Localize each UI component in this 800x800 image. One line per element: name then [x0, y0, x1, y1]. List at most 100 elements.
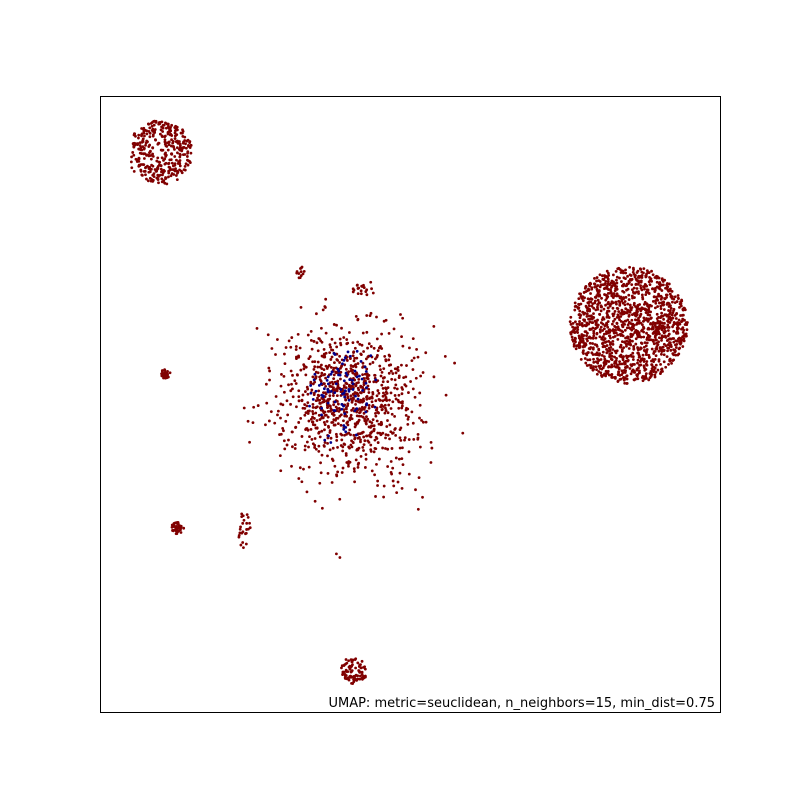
scatter-point [141, 137, 145, 141]
scatter-point [661, 283, 665, 287]
scatter-point [578, 341, 581, 344]
scatter-point [579, 302, 583, 306]
scatter-point [658, 301, 661, 305]
scatter-point [173, 169, 177, 173]
scatter-point [138, 164, 142, 168]
scatter-point [415, 348, 418, 351]
scatter-point [373, 373, 377, 377]
scatter-point [574, 337, 577, 340]
scatter-point [673, 350, 677, 354]
scatter-point [170, 152, 174, 156]
scatter-point [579, 292, 583, 296]
scatter-point [144, 173, 147, 177]
scatter-point [276, 338, 279, 341]
scatter-point [593, 282, 597, 286]
scatter-point [352, 350, 356, 354]
scatter-point [165, 376, 169, 380]
scatter-point [307, 419, 311, 423]
scatter-point [416, 507, 420, 511]
scatter-point [617, 327, 621, 331]
scatter-point [627, 293, 631, 297]
scatter-point [659, 370, 663, 374]
scatter-point [178, 155, 182, 159]
scatter-point [607, 365, 611, 368]
scatter-point [337, 410, 341, 413]
scatter-point [573, 308, 577, 312]
scatter-point [335, 358, 339, 361]
scatter-point [622, 282, 626, 286]
scatter-point [335, 416, 338, 420]
scatter-point [357, 377, 361, 381]
scatter-point [643, 285, 646, 289]
scatter-point [347, 385, 351, 388]
scatter-point [177, 526, 180, 530]
scatter-point [337, 373, 340, 377]
scatter-point [653, 306, 657, 310]
scatter-point [407, 415, 410, 419]
scatter-point [244, 531, 248, 535]
scatter-point [305, 404, 309, 408]
scatter-point [636, 358, 640, 362]
scatter-point [612, 292, 616, 295]
scatter-point [315, 426, 319, 430]
scatter-point [295, 270, 299, 273]
scatter-point [613, 309, 617, 313]
scatter-point [603, 283, 607, 286]
scatter-point [374, 357, 377, 361]
scatter-point [638, 314, 642, 317]
scatter-point [358, 342, 362, 346]
scatter-point [143, 134, 146, 138]
scatter-point [370, 430, 374, 434]
scatter-point [634, 328, 638, 332]
scatter-point [356, 397, 360, 401]
scatter-point [300, 265, 304, 269]
scatter-point [608, 334, 612, 338]
scatter-point [331, 446, 335, 450]
scatter-point [283, 362, 287, 366]
scatter-point [358, 670, 362, 674]
scatter-point [408, 346, 411, 350]
scatter-point [611, 329, 614, 332]
scatter-point [350, 445, 354, 449]
scatter-point [168, 166, 172, 169]
scatter-point [341, 466, 345, 470]
scatter-point [585, 321, 589, 325]
scatter-point [660, 311, 664, 315]
scatter-point [188, 159, 191, 163]
scatter-point [668, 321, 672, 324]
scatter-point [162, 158, 165, 162]
scatter-point [619, 271, 623, 274]
scatter-point [330, 380, 334, 384]
scatter-point [321, 400, 324, 404]
scatter-point [379, 345, 382, 348]
scatter-point [323, 382, 326, 386]
scatter-point [320, 340, 324, 344]
scatter-point [674, 317, 678, 320]
scatter-point [314, 375, 318, 379]
scatter-point [581, 334, 585, 338]
scatter-point [375, 394, 379, 398]
scatter-point [142, 163, 146, 167]
scatter-point [306, 409, 310, 413]
scatter-point [315, 312, 318, 316]
scatter-point [623, 300, 627, 303]
scatter-point [613, 317, 617, 321]
scatter-point [290, 464, 293, 468]
scatter-point [412, 437, 416, 441]
scatter-point [132, 144, 136, 148]
scatter-point [620, 349, 624, 353]
scatter-point [319, 402, 322, 405]
scatter-point [604, 340, 608, 344]
scatter-point [129, 160, 133, 164]
scatter-point [335, 387, 338, 391]
scatter-point [671, 359, 675, 362]
scatter-point [644, 293, 648, 296]
scatter-point [396, 398, 400, 402]
scatter-point [382, 391, 385, 395]
scatter-point [622, 346, 626, 349]
scatter-point [326, 472, 330, 475]
scatter-point [332, 323, 336, 326]
scatter-point [677, 352, 681, 356]
scatter-point [384, 436, 387, 440]
scatter-point [684, 321, 688, 325]
